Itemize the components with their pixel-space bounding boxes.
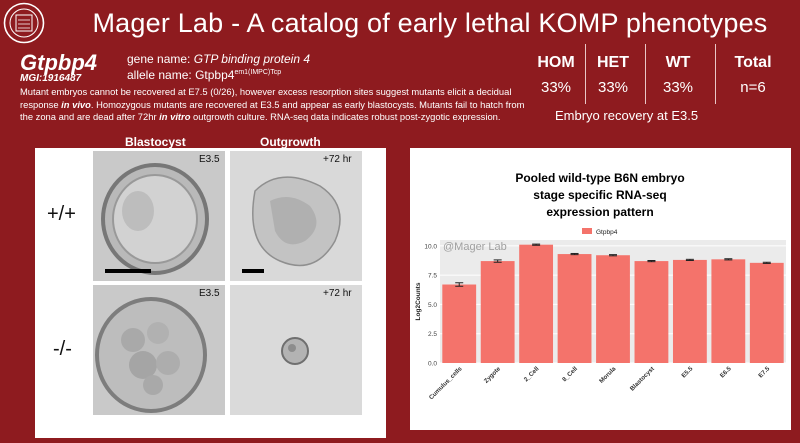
bar: [442, 284, 477, 363]
description-part-3: outgrowth culture. RNA-seq data indicate…: [190, 111, 501, 122]
stage-label-e35: E3.5: [199, 154, 220, 165]
genotype-mutant: -/-: [53, 338, 72, 360]
stat-value-het: 33%: [597, 79, 629, 96]
bar: [480, 261, 515, 363]
expression-bar-chart: 0.0 2.5 5.0 7.5 10.0 Log2Counts Cumulus_cells Z…: [415, 228, 786, 401]
description-emphasis-1: in vivo: [61, 98, 91, 110]
y-tick-label: 0.0: [428, 361, 437, 368]
stat-value-hom: 33%: [540, 79, 572, 96]
description-part-1: Mutant embryos cannot be recovered at E7…: [20, 86, 512, 110]
wildtype-blastocyst-image: [93, 151, 225, 281]
y-tick-label: 5.0: [428, 302, 437, 309]
university-seal-icon: [3, 2, 45, 44]
stat-header-total: Total: [734, 54, 772, 71]
legend-swatch: [582, 228, 592, 234]
gene-name: gene name: GTP binding protein 4: [127, 52, 310, 66]
col-header-blastocyst: Blastocyst: [125, 135, 186, 149]
allele-name-base: Gtpbp4: [195, 68, 235, 82]
x-tick-label: Blastocyst: [629, 365, 656, 392]
description-part-2: . Homozygous mutants are recovered at E3…: [20, 98, 525, 123]
stage-label-72hr: +72 hr: [323, 154, 352, 165]
wildtype-outgrowth-image: [230, 151, 362, 281]
x-tick-label: Cumulus_cells: [428, 365, 464, 401]
stat-header-het: HET: [597, 54, 629, 71]
bar: [596, 255, 630, 363]
y-tick-label: 2.5: [428, 331, 437, 338]
bar: [557, 254, 592, 363]
x-tick-label: Morula: [598, 365, 618, 385]
chart-title-line: stage specific RNA-seq: [533, 188, 667, 202]
phenotype-description: Mutant embryos cannot be recovered at E7…: [20, 86, 530, 124]
x-tick-label: 8_Cell: [561, 365, 579, 383]
gene-name-label: gene name:: [127, 52, 191, 66]
gene-name-value: GTP binding protein 4: [193, 52, 311, 66]
stat-value-total: n=6: [740, 79, 766, 96]
bar: [672, 259, 707, 363]
x-tick-label: E6.5: [719, 365, 733, 379]
x-tick-label: E5.5: [680, 365, 694, 379]
bar: [711, 259, 746, 363]
bar: [749, 262, 784, 363]
allele-name-label: allele name:: [127, 68, 192, 82]
mgi-id: MGI:1916487: [20, 73, 82, 84]
x-tick-label: Zygote: [483, 365, 503, 385]
mutant-blastocyst-image: [93, 285, 225, 415]
gene-symbol: Gtpbp4: [20, 50, 97, 75]
chart-title-line: Pooled wild-type B6N embryo: [515, 171, 685, 185]
stat-value-wt: 33%: [662, 79, 694, 96]
chart-title-line: expression pattern: [546, 205, 654, 219]
embryo-image-panel: Blastocyst Outgrowth +/+ -/- E3.5 +72 hr…: [35, 135, 386, 438]
bar: [634, 261, 669, 363]
col-header-outgrowth: Outgrowth: [260, 135, 321, 149]
stat-divider: [715, 44, 716, 104]
page-title: Mager Lab - A catalog of early lethal KO…: [92, 8, 768, 38]
genotype-wildtype: +/+: [47, 203, 76, 225]
allele-name-superscript: em1(IMPC)Tcp: [234, 69, 282, 76]
chart-title: Pooled wild-type B6N embryo stage specif…: [470, 170, 730, 221]
stage-label-e35: E3.5: [199, 288, 220, 299]
rnaseq-chart-panel: Pooled wild-type B6N embryo stage specif…: [410, 148, 791, 430]
stat-divider: [585, 44, 586, 104]
mutant-outgrowth-image: [230, 285, 362, 415]
x-tick-label: 2_Cell: [523, 365, 541, 383]
bar: [519, 244, 554, 363]
allele-name: allele name: Gtpbp4em1(IMPC)Tcp: [127, 68, 281, 82]
stat-header-wt: WT: [665, 54, 691, 71]
y-tick-label: 10.0: [424, 243, 437, 250]
y-axis-label: Log2Counts: [415, 282, 422, 320]
description-emphasis-2: in vitro: [159, 111, 191, 122]
stage-label-72hr: +72 hr: [323, 288, 352, 299]
stat-header-hom: HOM: [537, 54, 575, 71]
x-tick-label: E7.5: [757, 365, 771, 379]
recovery-caption: Embryo recovery at E3.5: [555, 108, 699, 123]
y-tick-label: 7.5: [428, 273, 437, 280]
legend-label: Gtpbp4: [596, 229, 618, 236]
stat-divider: [645, 44, 646, 104]
watermark-text: @Mager Lab: [443, 241, 507, 253]
